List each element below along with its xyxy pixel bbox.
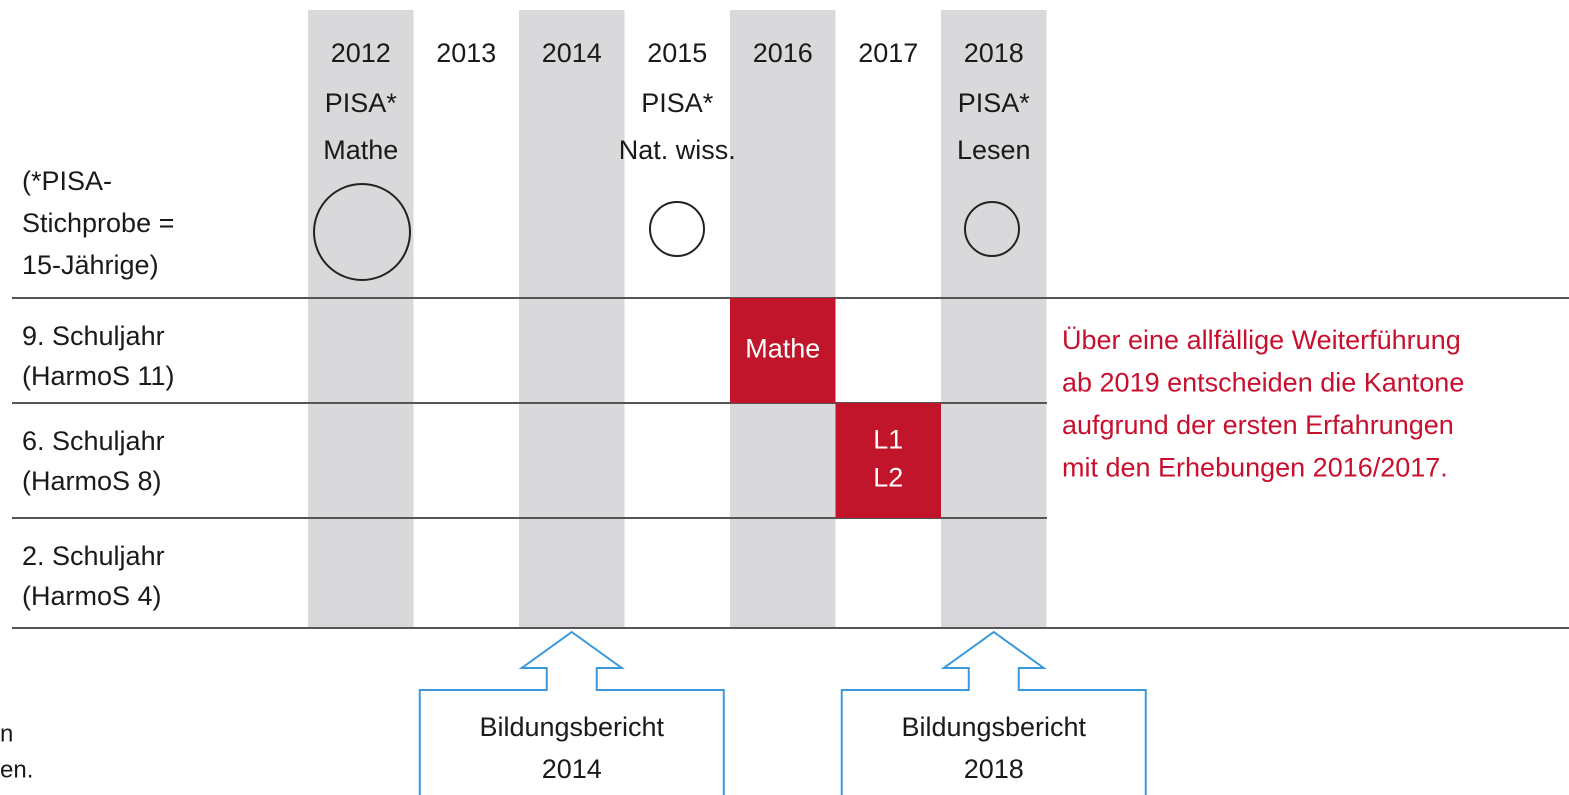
survey-label: L1 — [873, 425, 903, 455]
report-label: Bildungsbericht — [901, 712, 1086, 742]
note-line: Über eine allfällige Weiterführung — [1062, 325, 1461, 355]
row-label: (HarmoS 11) — [22, 361, 175, 391]
survey-label: L2 — [873, 463, 903, 493]
year-label: 2012 — [331, 38, 391, 68]
pisa-circle — [313, 183, 411, 281]
year-column — [941, 10, 1047, 628]
pisa-note: Stichprobe = — [22, 208, 174, 238]
pisa-label: PISA* — [958, 88, 1031, 118]
survey-cell — [730, 298, 836, 403]
year-label: 2015 — [647, 38, 707, 68]
cut-text: en. — [0, 756, 33, 783]
pisa-label: Lesen — [957, 135, 1031, 165]
note-line: aufgrund der ersten Erfahrungen — [1062, 410, 1454, 440]
year-label: 2014 — [542, 38, 602, 68]
year-column — [519, 10, 625, 628]
row-label: 6. Schuljahr — [22, 426, 165, 456]
year-label: 2013 — [436, 38, 496, 68]
survey-label: Mathe — [745, 334, 820, 364]
pisa-label: Nat. wiss. — [619, 135, 736, 165]
report-arrow — [840, 630, 1147, 795]
report-label: Bildungsbericht — [479, 712, 664, 742]
pisa-note: 15-Jährige) — [22, 250, 159, 280]
note-line: mit den Erhebungen 2016/2017. — [1062, 453, 1448, 483]
report-arrow — [418, 630, 725, 795]
row-label: 9. Schuljahr — [22, 321, 165, 351]
pisa-label: PISA* — [641, 88, 714, 118]
note-line: ab 2019 entscheiden die Kantone — [1062, 368, 1464, 398]
pisa-circle — [964, 201, 1020, 257]
report-label: 2018 — [964, 754, 1024, 784]
row-label: (HarmoS 8) — [22, 466, 162, 496]
row-label: (HarmoS 4) — [22, 581, 162, 611]
row-label: 2. Schuljahr — [22, 541, 165, 571]
pisa-label: Mathe — [323, 135, 398, 165]
survey-cell — [835, 403, 941, 518]
pisa-note: (*PISA- — [22, 166, 112, 196]
year-label: 2016 — [753, 38, 813, 68]
year-label: 2017 — [858, 38, 918, 68]
year-column — [308, 10, 414, 628]
report-label: 2014 — [542, 754, 602, 784]
year-label: 2018 — [964, 38, 1024, 68]
cut-text: n — [0, 720, 13, 747]
pisa-circle — [649, 201, 705, 257]
pisa-label: PISA* — [325, 88, 398, 118]
